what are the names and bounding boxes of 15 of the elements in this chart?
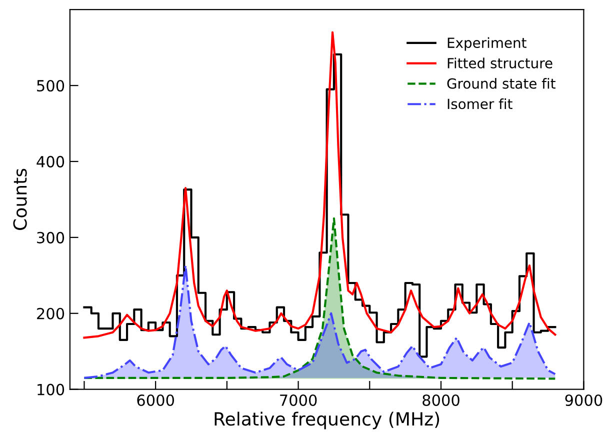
x-tick-label: 6000 [137,394,174,406]
y-tick-label: 500 [37,80,64,92]
y-tick-label: 200 [37,308,64,320]
y-tick-label: 100 [38,384,64,396]
x-axis-title: Relative frequency (MHz) [214,412,440,430]
legend-label: Experiment [448,37,526,51]
legend-label: Fitted structure [448,58,552,68]
x-tick-label: 7000 [280,394,317,406]
x-tick-label: 9000 [565,394,602,406]
y-axis-title: Counts [13,168,27,230]
y-tick-label: 300 [37,232,64,244]
legend-label: Isomer fit [448,98,512,110]
x-tick-label: 8000 [422,394,460,406]
y-tick-label: 400 [36,156,64,168]
legend-label: Ground state fit [447,78,556,89]
